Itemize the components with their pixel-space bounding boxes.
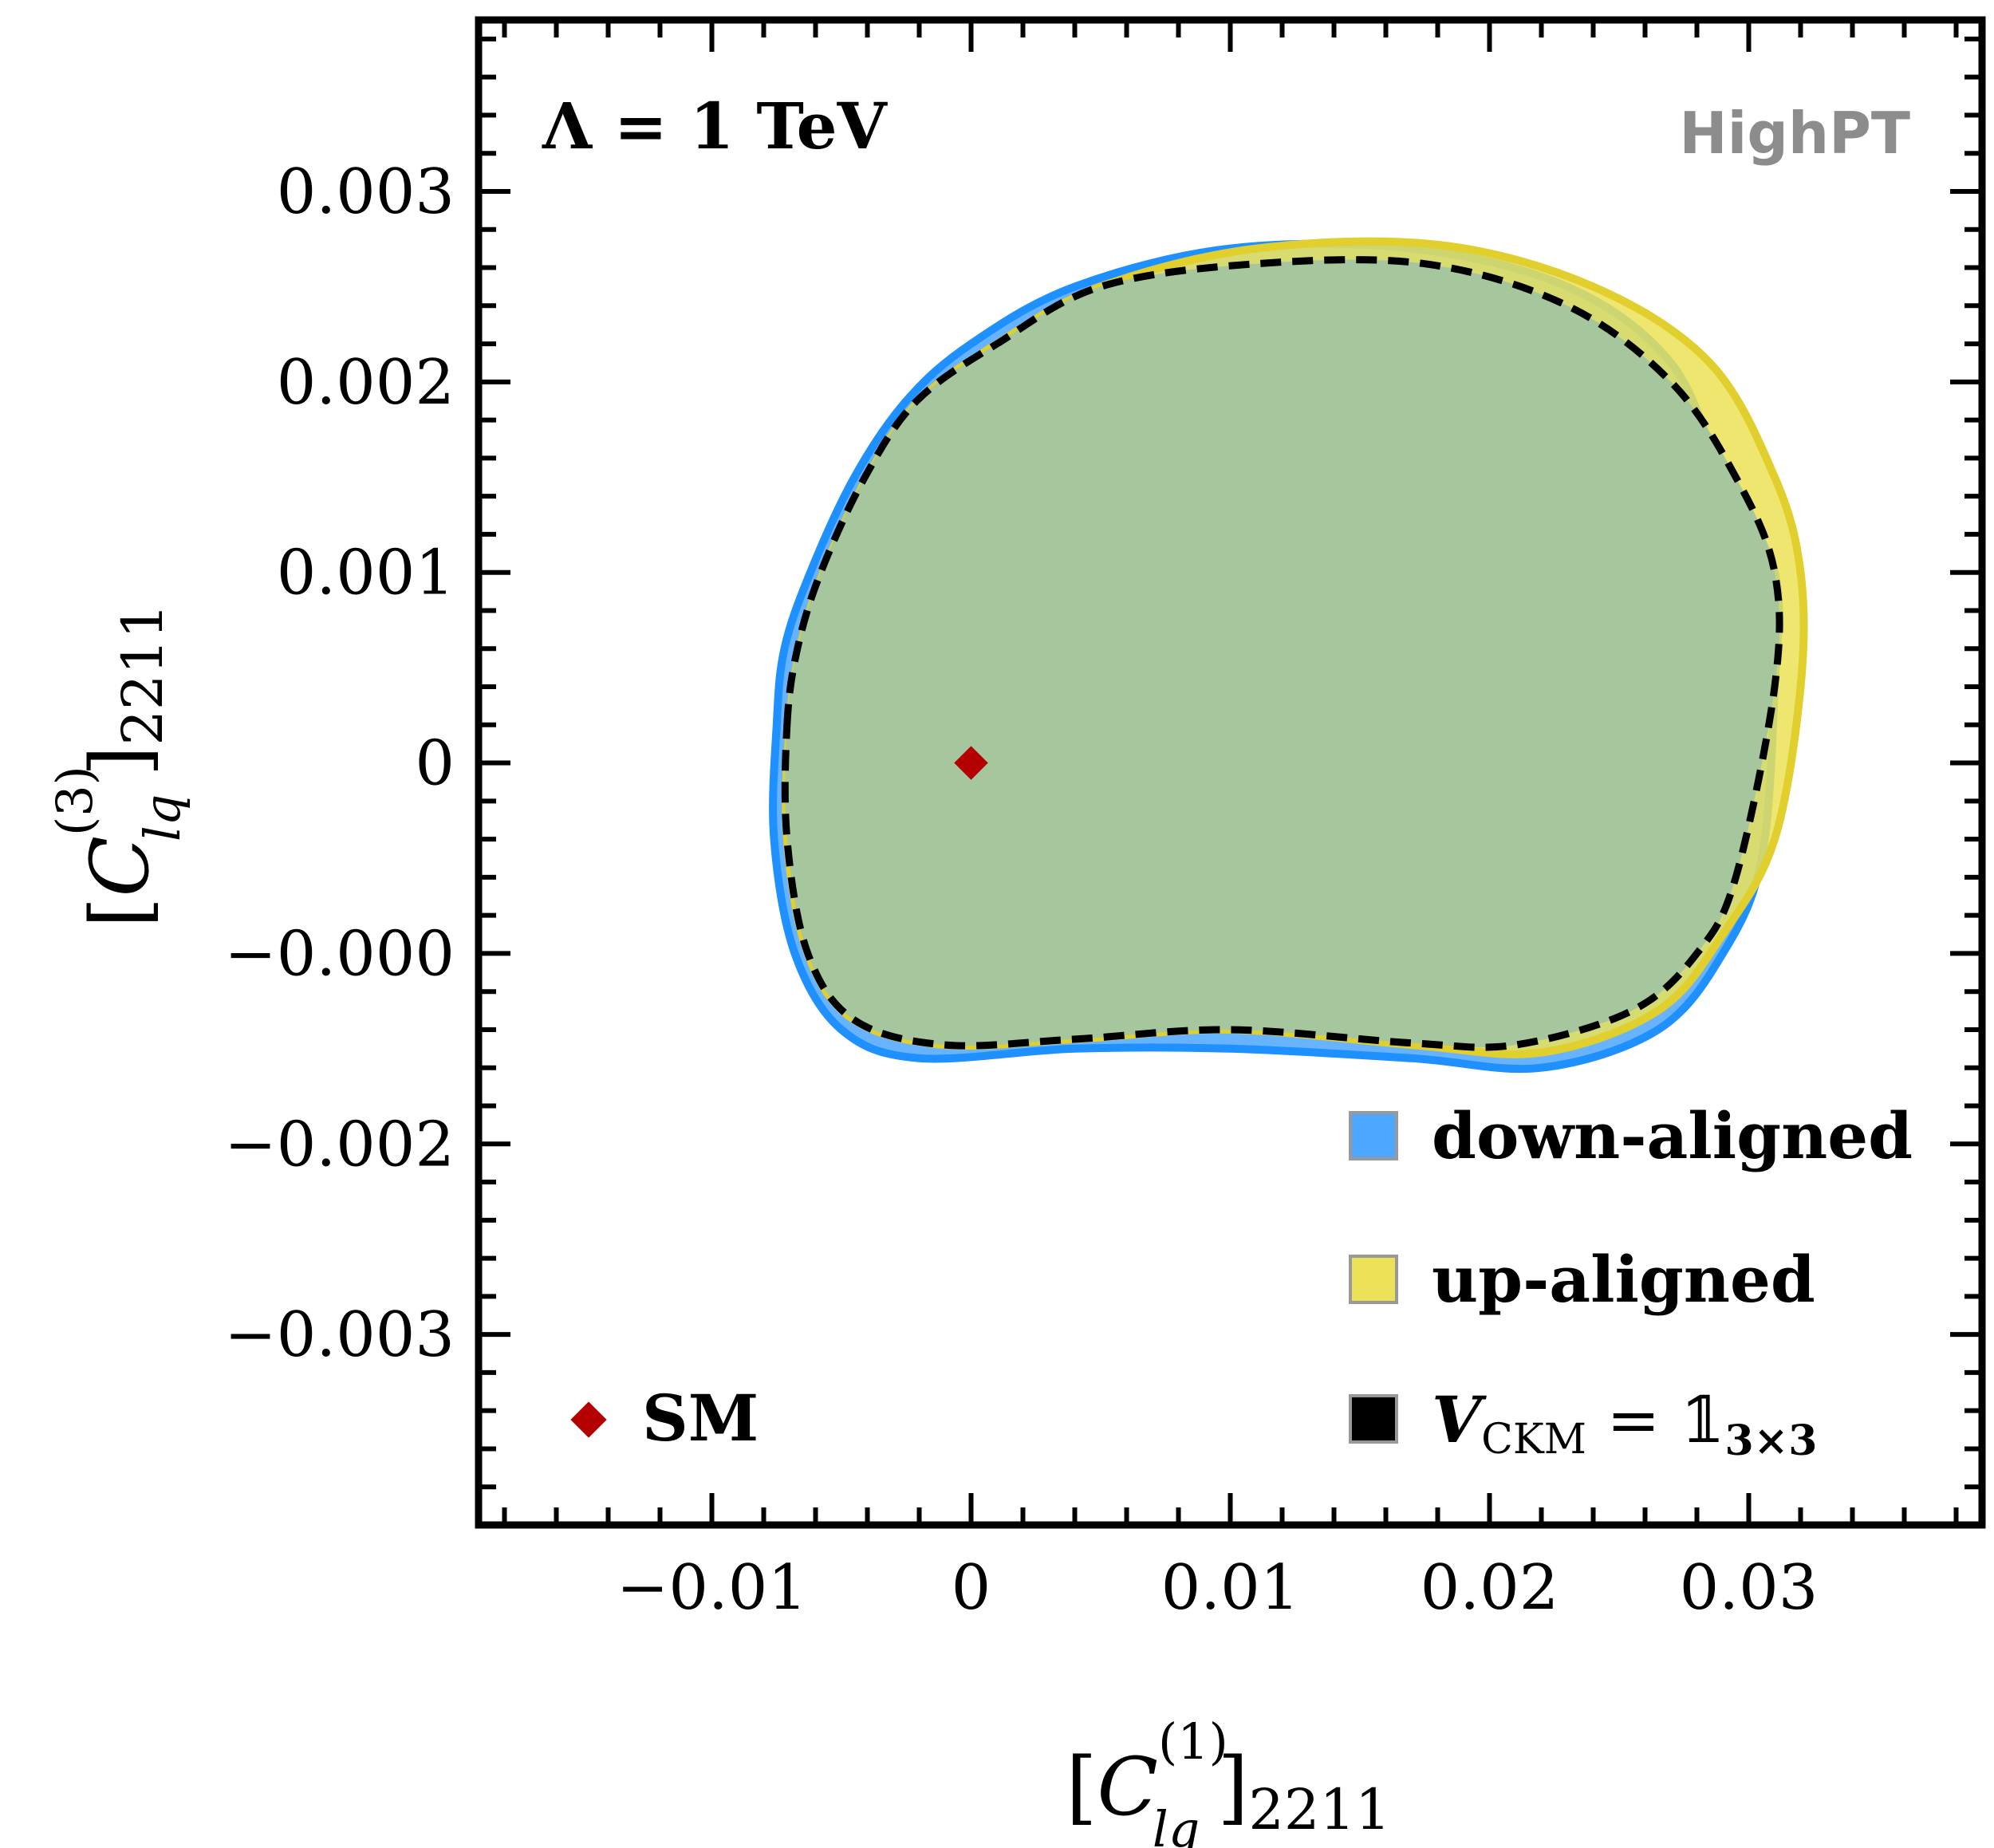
x-tick-label: 0: [952, 1552, 991, 1624]
legend-vckm-eq: = 𝟙: [1586, 1383, 1725, 1457]
x-label-bracket-close: ]: [1217, 1740, 1248, 1834]
contour-v-ckm-1-3-3: [781, 256, 1783, 1051]
y-tick-label: −0.002: [224, 1109, 455, 1180]
legend-label-down-aligned: down-aligned: [1432, 1098, 1913, 1173]
x-label-bracket-open: [: [1066, 1740, 1097, 1834]
legend-swatch-up-aligned: [1349, 1255, 1398, 1304]
sm-point: [954, 746, 988, 780]
y-tick-label: 0: [415, 728, 455, 800]
y-tick-label: 0.001: [277, 538, 455, 609]
legend-label-vckm: VCKM = 𝟙3×3: [1432, 1382, 1817, 1465]
y-label-symbol: C: [73, 836, 167, 897]
y-tick-label: −0.003: [224, 1299, 455, 1371]
sm-legend-label: SM: [642, 1381, 759, 1456]
x-tick-label: −0.01: [617, 1552, 807, 1624]
y-label-sub: lq: [133, 794, 191, 842]
legend-label-up-aligned: up-aligned: [1432, 1242, 1815, 1317]
legend-swatch-vckm: [1349, 1394, 1398, 1444]
legend-vckm-v: V: [1432, 1382, 1487, 1457]
sm-point-marker: [954, 746, 988, 780]
contour-layer: [769, 237, 1808, 1074]
x-label-sub: lq: [1153, 1800, 1200, 1848]
y-label-index: 2211: [110, 603, 175, 745]
sm-legend: SM: [570, 1381, 759, 1456]
sm-legend-marker: [570, 1401, 607, 1438]
y-tick-label: −0.000: [224, 918, 455, 990]
x-label-symbol: C: [1097, 1740, 1158, 1834]
y-tick-label: 0.003: [277, 156, 455, 228]
tick-label-layer: −0.01 0 0.01 0.02 0.03 0.003 0.002 0.001 0 −0.000…: [224, 156, 1818, 1624]
legend-swatch-down-aligned: [1349, 1111, 1398, 1160]
y-label-bracket-close: ]: [73, 746, 167, 777]
plot-frame: [475, 16, 1986, 1529]
x-label-index: 2211: [1248, 1777, 1390, 1842]
legend: down-aligned up-aligned VCKM = 𝟙3×3: [1349, 1098, 1913, 1465]
brand-watermark: HighPT: [1679, 100, 1910, 167]
y-tick-label: 0.002: [277, 347, 455, 419]
x-label-sup: (1): [1158, 1712, 1228, 1771]
y-label-bracket-open: [: [73, 897, 167, 928]
y-label-sup: (3): [45, 766, 104, 836]
x-tick-label: 0.03: [1680, 1552, 1819, 1624]
x-tick-label: 0.01: [1161, 1552, 1300, 1624]
scale-annotation: Λ = 1 TeV: [542, 89, 889, 164]
x-axis-label: [C(1) lq]2211: [1066, 1712, 1390, 1848]
y-axis-label: [C(3) lq]2211: [45, 603, 191, 928]
legend-vckm-sub2: 3×3: [1725, 1417, 1818, 1465]
legend-vckm-sub: CKM: [1481, 1416, 1586, 1464]
x-tick-label: 0.02: [1421, 1552, 1559, 1624]
